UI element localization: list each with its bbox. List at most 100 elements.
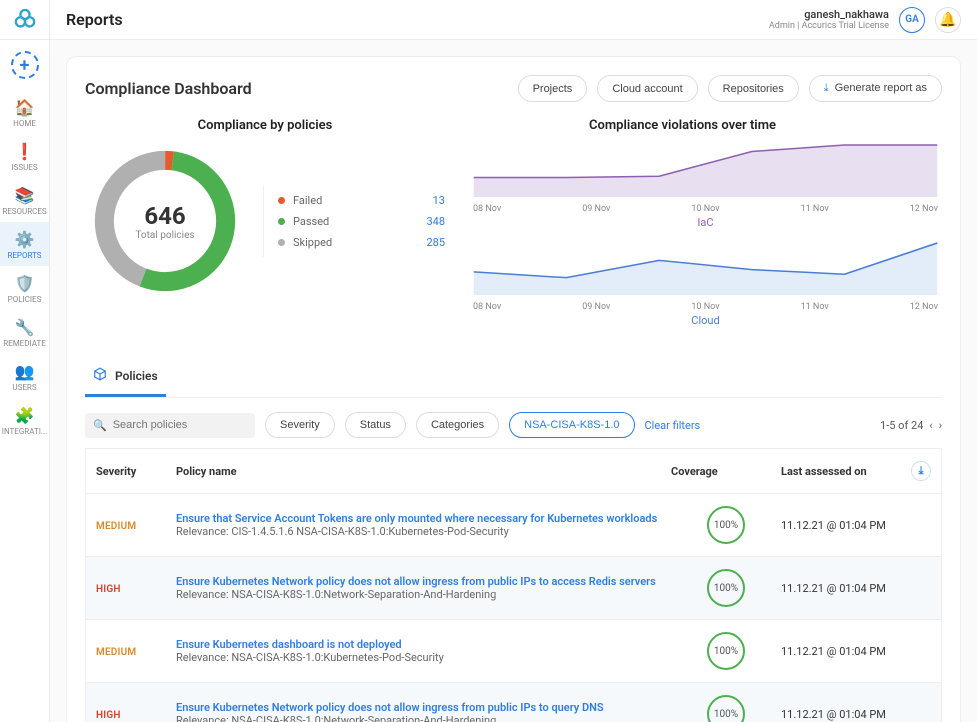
pager-next[interactable]: › [939,419,942,432]
cloud-label: Cloud [469,314,942,327]
severity-filter[interactable]: Severity [265,412,335,438]
cloud-trend-chart: 08 Nov09 Nov10 Nov11 Nov12 Nov Cloud [469,239,942,327]
projects-filter[interactable]: Projects [518,75,588,102]
puzzle-icon: 🧩 [0,406,49,425]
col-name: Policy name [176,465,671,478]
last-assessed: 11.12.21 @ 01:04 PM [781,519,931,532]
legend-passed: Passed 348 [278,215,445,228]
sidebar-item-resources[interactable]: 📚 RESOURCES [0,178,49,222]
pager-prev[interactable]: ‹ [929,419,932,432]
sidebar-item-integrati...[interactable]: 🧩 INTEGRATI... [0,398,49,442]
gear-icon: ⚙️ [0,230,49,249]
xaxis-tick: 11 Nov [801,302,829,312]
tab-policies[interactable]: Policies [85,357,166,397]
donut-title: Compliance by policies [85,118,445,133]
last-assessed: 11.12.21 @ 01:04 PM [781,645,931,658]
policy-relevance: Relevance: NSA-CISA-K8S-1.0:Network-Sepa… [176,588,671,601]
sidebar-item-label: HOME [13,119,36,128]
cloud-account-filter[interactable]: Cloud account [597,75,697,102]
bell-icon: 🔔 [939,12,956,28]
policy-relevance: Relevance: CIS-1.4.5.1.6 NSA-CISA-K8S-1.… [176,525,671,538]
sidebar: + 🏠 HOME ❗ ISSUES 📚 RESOURCES ⚙️ REPORTS 🛡️ POLIC… [0,0,50,722]
sidebar-item-issues[interactable]: ❗ ISSUES [0,134,49,178]
user-name: ganesh_nakhawa [769,8,889,21]
policy-name[interactable]: Ensure Kubernetes dashboard is not deplo… [176,638,671,651]
donut-legend: Failed 13 Passed 348 Skipped 285 [263,186,445,257]
severity-badge: HIGH [96,584,121,595]
xaxis-tick: 11 Nov [801,204,829,214]
sidebar-item-label: INTEGRATI... [2,427,47,436]
severity-badge: HIGH [96,710,121,721]
active-tag-filter[interactable]: NSA-CISA-K8S-1.0 [509,412,634,438]
cube-icon [93,367,107,384]
last-assessed: 11.12.21 @ 01:04 PM [781,708,931,721]
sidebar-item-reports[interactable]: ⚙️ REPORTS [0,222,49,266]
layers-icon: 📚 [0,186,49,205]
col-severity: Severity [96,465,176,478]
legend-dot [278,197,285,204]
col-last: Last assessed on [781,465,867,478]
legend-label: Skipped [293,236,332,249]
coverage-badge: 100% [707,569,745,607]
xaxis-tick: 12 Nov [910,204,938,214]
shield-icon: 🛡️ [0,274,49,293]
policy-name[interactable]: Ensure that Service Account Tokens are o… [176,512,671,525]
table-row[interactable]: MEDIUM Ensure that Service Account Tokens… [86,494,941,557]
legend-label: Failed [293,194,322,207]
topbar: Reports ganesh_nakhawa Admin | Accurics … [50,0,977,40]
table-row[interactable]: MEDIUMEnsure Kubernetes dashboard is not… [86,620,941,683]
xaxis-tick: 08 Nov [473,204,501,214]
plus-icon: + [11,51,39,79]
sidebar-item-policies[interactable]: 🛡️ POLICIES [0,266,49,310]
notifications-button[interactable]: 🔔 [935,7,961,33]
sidebar-item-label: ISSUES [11,163,37,172]
sidebar-item-users[interactable]: 👥USERS [0,354,49,398]
coverage-badge: 100% [707,506,745,544]
legend-value: 13 [433,194,445,207]
add-button[interactable]: + [0,40,50,90]
policy-name[interactable]: Ensure Kubernetes Network policy does no… [176,575,671,588]
wrench-icon: 🔧 [0,318,49,337]
generate-report-button[interactable]: Generate report as [809,75,942,102]
iac-label: IaC [469,216,942,229]
legend-label: Passed [293,215,329,228]
col-coverage: Coverage [671,465,781,478]
policy-relevance: Relevance: NSA-CISA-K8S-1.0:Kubernetes-P… [176,651,671,664]
categories-filter[interactable]: Categories [416,412,499,438]
download-icon[interactable]: ⤓ [911,461,931,481]
dashboard-title: Compliance Dashboard [85,79,252,98]
avatar[interactable]: GA [899,7,925,33]
sidebar-item-label: POLICIES [8,295,42,304]
sidebar-item-label: REMEDIATE [3,339,46,348]
xaxis-tick: 10 Nov [691,204,719,214]
user-meta: Admin | Accurics Trial License [769,21,889,31]
repositories-filter[interactable]: Repositories [708,75,799,102]
table-row[interactable]: HIGH Ensure Kubernetes Network policy doe… [86,557,941,620]
donut-total-label: Total policies [135,230,194,241]
search-input[interactable] [113,419,247,431]
xaxis-tick: 10 Nov [691,302,719,312]
xaxis-tick: 12 Nov [910,302,938,312]
legend-value: 348 [426,215,445,228]
home-icon: 🏠 [0,98,49,117]
brand-logo [0,0,50,40]
sidebar-item-home[interactable]: 🏠 HOME [0,90,49,134]
alert-icon: ❗ [0,142,49,161]
sidebar-item-label: REPORTS [7,251,41,260]
donut-total: 646 [144,202,185,230]
severity-badge: MEDIUM [96,521,136,532]
legend-dot [278,239,285,246]
table-header: Severity Policy name Coverage Last asses… [86,448,941,494]
sidebar-item-label: RESOURCES [2,207,46,216]
user-block[interactable]: ganesh_nakhawa Admin | Accurics Trial Li… [769,8,889,31]
sidebar-item-label: USERS [12,383,36,392]
legend-dot [278,218,285,225]
table-row[interactable]: HIGH Ensure Kubernetes Network policy doe… [86,683,941,722]
status-filter[interactable]: Status [345,412,406,438]
policy-name[interactable]: Ensure Kubernetes Network policy does no… [176,701,671,714]
policies-donut-chart: 646 Total policies [85,141,245,301]
search-policies[interactable]: 🔍 [85,413,255,438]
sidebar-item-remediate[interactable]: 🔧 REMEDIATE [0,310,49,354]
clear-filters[interactable]: Clear filters [645,419,701,432]
legend-value: 285 [426,236,445,249]
